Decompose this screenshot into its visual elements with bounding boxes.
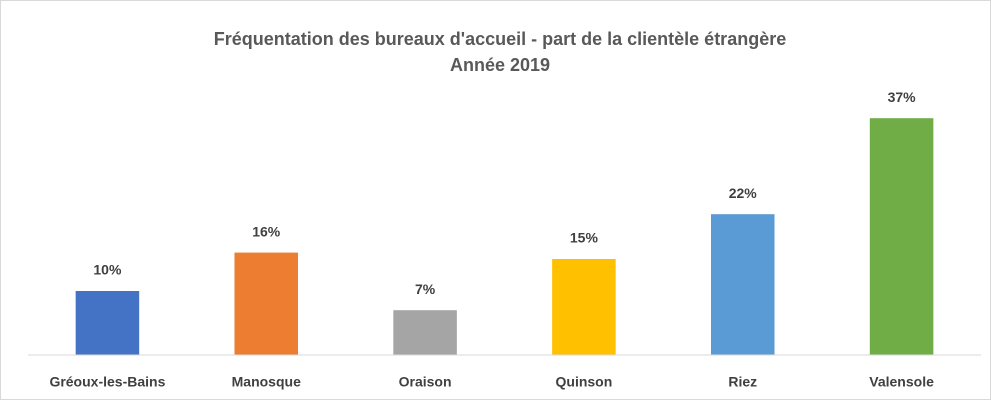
bar — [75, 291, 140, 355]
data-label: 15% — [570, 230, 599, 246]
bar — [869, 118, 934, 355]
bar — [552, 259, 616, 355]
data-label: 7% — [415, 281, 436, 297]
bar — [710, 214, 775, 355]
data-label: 37% — [888, 89, 917, 105]
x-tick-label: Gréoux-les-Bains — [49, 374, 165, 390]
x-tick-label: Valensole — [869, 374, 934, 390]
data-label: 10% — [93, 262, 122, 278]
chart-title: Fréquentation des bureaux d'accueil - pa… — [214, 29, 786, 49]
data-label: 22% — [729, 185, 758, 201]
chart-subtitle: Année 2019 — [450, 55, 550, 75]
data-label: 16% — [252, 223, 281, 239]
bar — [393, 310, 457, 355]
bar — [234, 252, 299, 355]
x-tick-label: Manosque — [232, 374, 301, 390]
x-tick-label: Riez — [728, 374, 757, 390]
x-tick-label: Oraison — [399, 374, 452, 390]
x-tick-label: Quinson — [556, 374, 613, 390]
